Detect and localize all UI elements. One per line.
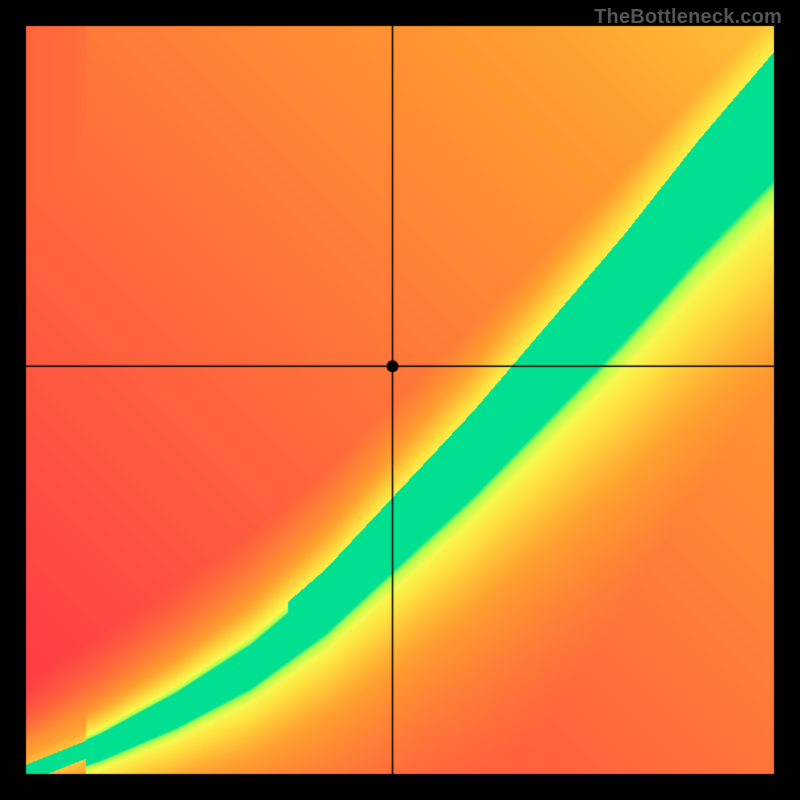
watermark-text: TheBottleneck.com [594, 6, 782, 29]
chart-container: TheBottleneck.com [0, 0, 800, 800]
heatmap-canvas [0, 0, 800, 800]
